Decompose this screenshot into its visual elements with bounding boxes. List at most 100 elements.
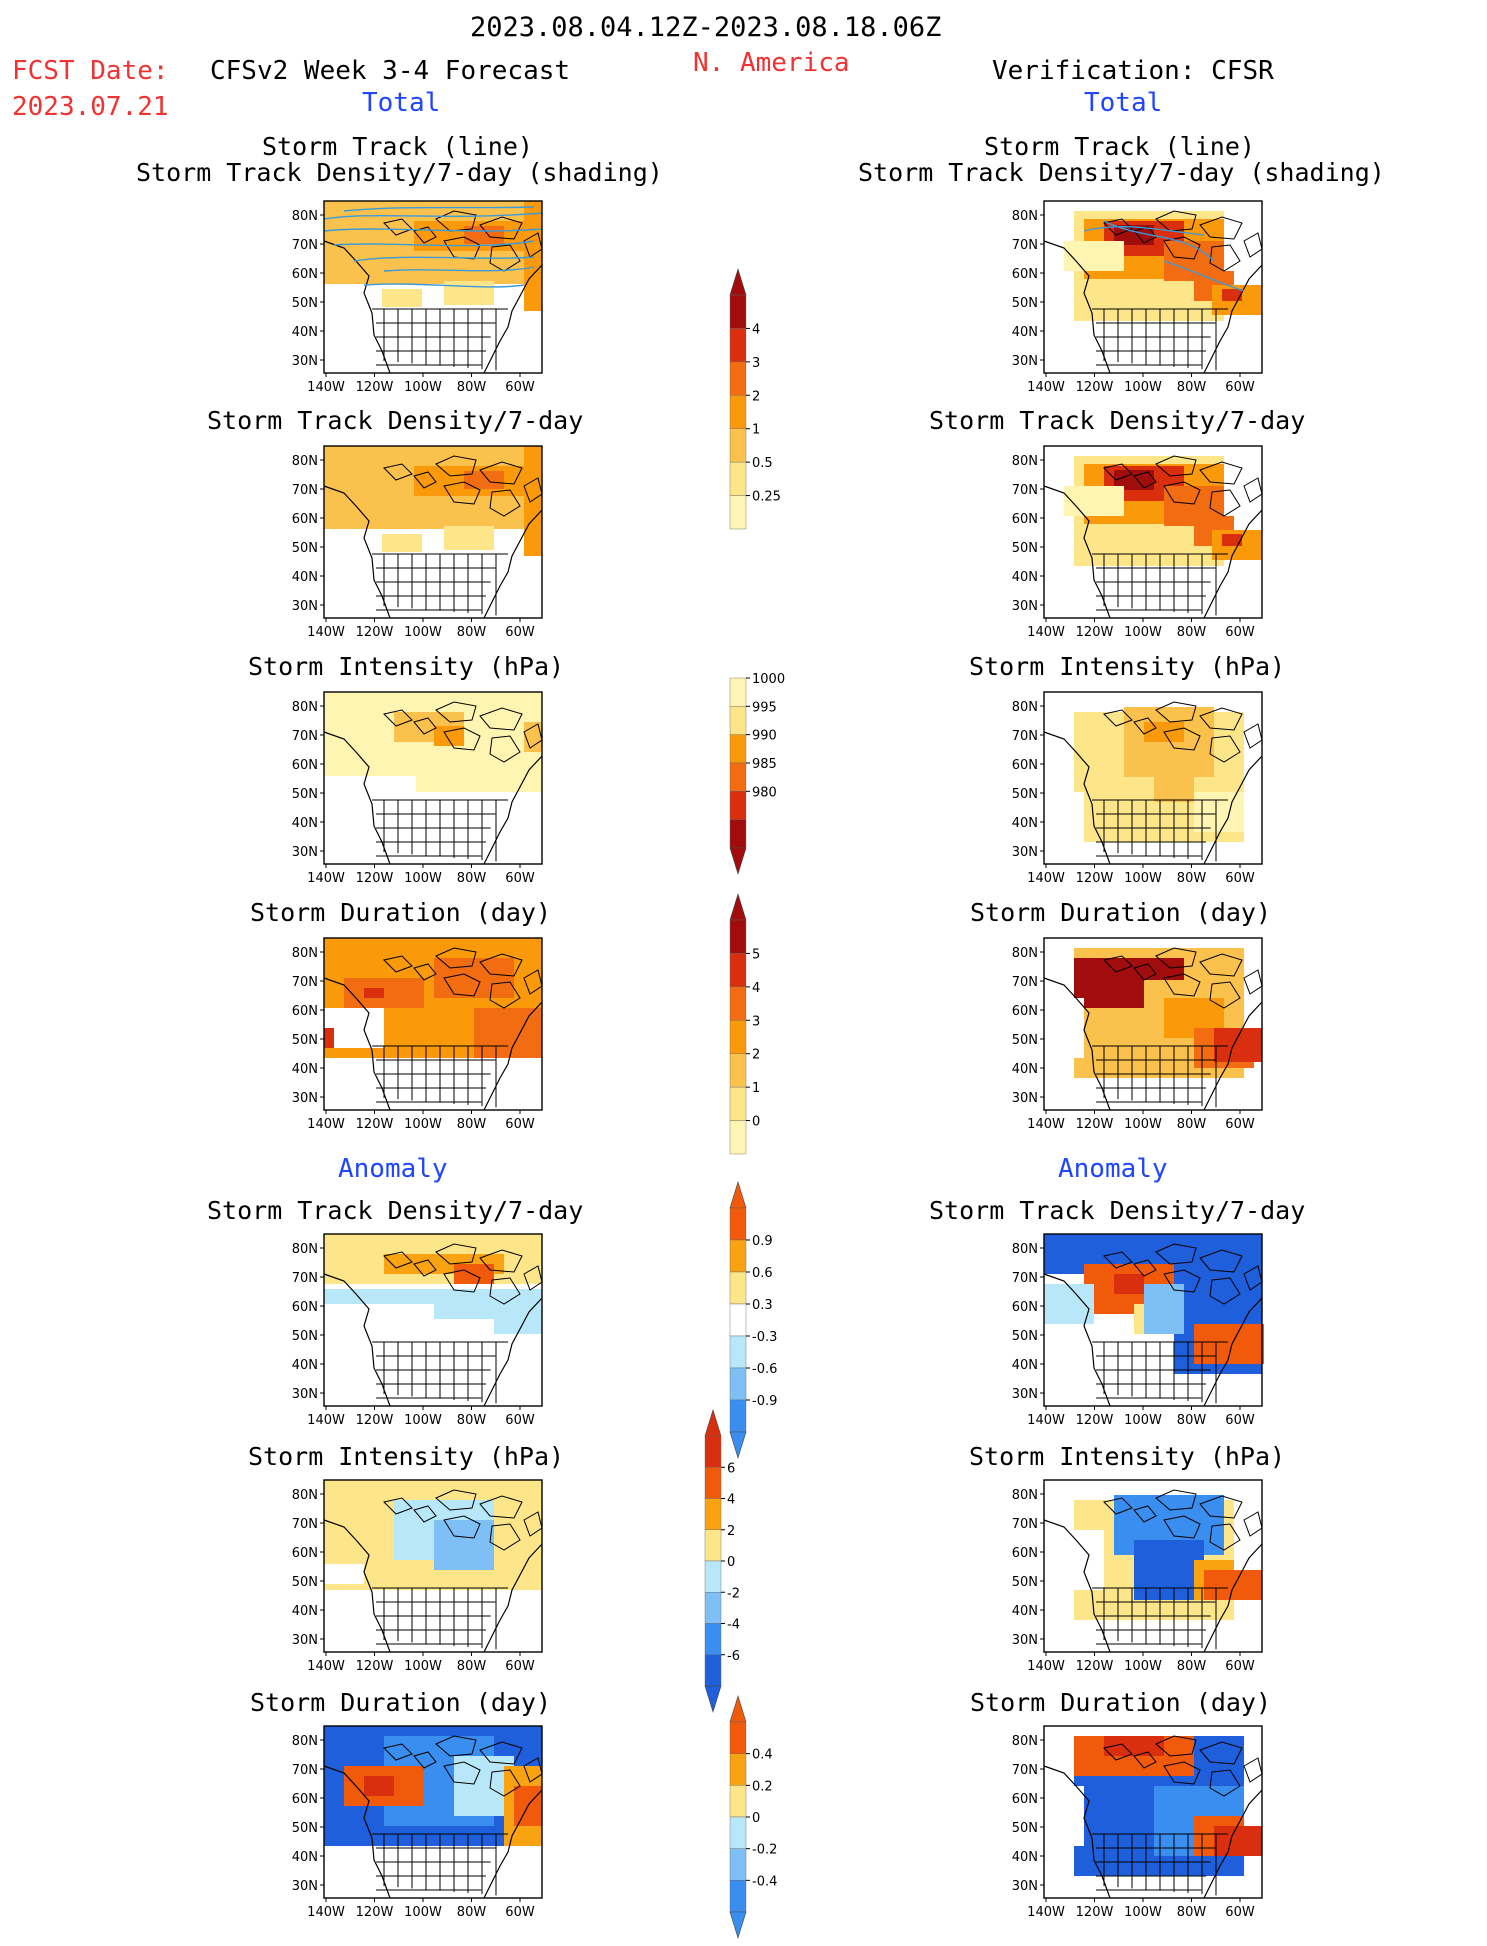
svg-text:140W: 140W <box>1027 1905 1065 1920</box>
svg-text:140W: 140W <box>1027 871 1065 886</box>
svg-text:140W: 140W <box>1027 625 1065 640</box>
svg-text:140W: 140W <box>307 1659 345 1674</box>
svg-text:60W: 60W <box>1225 1117 1255 1132</box>
svg-text:100W: 100W <box>404 1413 442 1428</box>
title-l5: Storm Track Density/7-day <box>207 1196 584 1225</box>
svg-text:40N: 40N <box>292 325 318 340</box>
svg-text:50N: 50N <box>292 296 318 311</box>
svg-text:100W: 100W <box>1124 1413 1162 1428</box>
anomaly-left-label: Anomaly <box>338 1154 448 1184</box>
svg-text:60N: 60N <box>1012 1300 1038 1315</box>
svg-text:0.4: 0.4 <box>752 1748 773 1763</box>
svg-text:70N: 70N <box>292 975 318 990</box>
svg-text:140W: 140W <box>1027 1117 1065 1132</box>
svg-text:60N: 60N <box>292 1004 318 1019</box>
svg-text:70N: 70N <box>1012 975 1038 990</box>
svg-text:100W: 100W <box>404 1905 442 1920</box>
colorbar-density-anomaly: 0.9 0.6 0.3 -0.3 -0.6 -0.9 <box>726 1178 806 1466</box>
svg-text:60W: 60W <box>505 1413 535 1428</box>
svg-text:80W: 80W <box>1177 1117 1207 1132</box>
svg-text:80N: 80N <box>1012 700 1038 715</box>
colorbar-intensity-anomaly: 6 4 2 0 -2 -4 -6 <box>701 1406 781 1720</box>
svg-text:60N: 60N <box>1012 1792 1038 1807</box>
svg-text:60W: 60W <box>1225 871 1255 886</box>
svg-text:4: 4 <box>752 981 760 996</box>
svg-text:40N: 40N <box>1012 1604 1038 1619</box>
svg-text:0.25: 0.25 <box>752 490 781 505</box>
svg-text:80W: 80W <box>457 1413 487 1428</box>
map-fcst-intensity-anomaly: 80N 70N 60N 50N 40N 30N 140W 120W 100W 80W 60W <box>284 1476 562 1676</box>
map-obs-duration: 80N 70N 60N 50N 40N 30N 140W 120W 100W 80W 60W <box>1004 934 1282 1134</box>
svg-text:100W: 100W <box>1124 1905 1162 1920</box>
svg-text:40N: 40N <box>292 1850 318 1865</box>
svg-text:80N: 80N <box>292 209 318 224</box>
svg-text:3: 3 <box>752 356 760 371</box>
colorbar-duration-anomaly: 0.4 0.2 0 -0.2 -0.4 <box>726 1692 806 1946</box>
title-l7: Storm Duration (day) <box>250 1688 552 1717</box>
svg-text:80N: 80N <box>292 1488 318 1503</box>
svg-text:50N: 50N <box>1012 787 1038 802</box>
map-obs-track-density: 80N 70N 60N 50N 40N 30N 140W 120W 100W 80W 60W <box>1004 197 1282 397</box>
svg-text:60N: 60N <box>292 758 318 773</box>
colorbar-density-total: 4 3 2 1 0.5 0.25 <box>726 265 806 563</box>
svg-text:30N: 30N <box>1012 354 1038 369</box>
title-l1a: Storm Track (line) <box>262 132 533 161</box>
svg-text:-0.4: -0.4 <box>752 1874 777 1889</box>
svg-text:985: 985 <box>752 757 777 772</box>
svg-text:30N: 30N <box>1012 1387 1038 1402</box>
svg-text:30N: 30N <box>292 845 318 860</box>
svg-text:80W: 80W <box>1177 380 1207 395</box>
svg-text:40N: 40N <box>292 1604 318 1619</box>
svg-text:50N: 50N <box>292 1033 318 1048</box>
map-obs-intensity-anomaly: 80N 70N 60N 50N 40N 30N 140W 120W 100W 80W 60W <box>1004 1476 1282 1676</box>
period-title: 2023.08.04.12Z-2023.08.18.06Z <box>470 12 942 43</box>
svg-text:-6: -6 <box>727 1649 740 1664</box>
colorbar-duration-total: 5 4 3 2 1 0 <box>726 890 806 1188</box>
svg-text:100W: 100W <box>404 1117 442 1132</box>
svg-text:50N: 50N <box>1012 1033 1038 1048</box>
svg-text:30N: 30N <box>1012 845 1038 860</box>
svg-text:100W: 100W <box>1124 380 1162 395</box>
svg-text:30N: 30N <box>292 1633 318 1648</box>
svg-text:80W: 80W <box>457 1117 487 1132</box>
svg-text:1: 1 <box>752 1081 760 1096</box>
svg-text:60W: 60W <box>505 1117 535 1132</box>
svg-text:60W: 60W <box>505 380 535 395</box>
svg-text:60W: 60W <box>1225 1659 1255 1674</box>
svg-text:80W: 80W <box>457 1659 487 1674</box>
svg-text:30N: 30N <box>1012 1633 1038 1648</box>
svg-text:80N: 80N <box>292 1734 318 1749</box>
svg-text:100W: 100W <box>404 625 442 640</box>
svg-text:100W: 100W <box>1124 625 1162 640</box>
svg-text:80W: 80W <box>1177 1905 1207 1920</box>
svg-text:100W: 100W <box>1124 1659 1162 1674</box>
svg-text:120W: 120W <box>356 625 394 640</box>
svg-text:30N: 30N <box>292 354 318 369</box>
svg-text:1: 1 <box>752 423 760 438</box>
total-right-label: Total <box>1084 88 1163 118</box>
svg-text:70N: 70N <box>1012 1271 1038 1286</box>
svg-text:60W: 60W <box>505 625 535 640</box>
svg-text:30N: 30N <box>292 1091 318 1106</box>
title-l4: Storm Duration (day) <box>250 898 552 927</box>
svg-text:70N: 70N <box>1012 238 1038 253</box>
svg-text:60N: 60N <box>1012 758 1038 773</box>
svg-text:80N: 80N <box>292 1242 318 1257</box>
svg-text:140W: 140W <box>307 625 345 640</box>
svg-text:0: 0 <box>752 1115 760 1130</box>
svg-text:100W: 100W <box>1124 1117 1162 1132</box>
svg-text:80N: 80N <box>292 454 318 469</box>
svg-text:140W: 140W <box>1027 380 1065 395</box>
svg-text:50N: 50N <box>292 1821 318 1836</box>
svg-text:40N: 40N <box>1012 1062 1038 1077</box>
svg-text:40N: 40N <box>292 1358 318 1373</box>
svg-text:60N: 60N <box>1012 1546 1038 1561</box>
map-fcst-density: 80N 70N 60N 50N 40N 30N 140W 120W 100W 80W 60W <box>284 442 562 642</box>
title-r5: Storm Track Density/7-day <box>929 1196 1306 1225</box>
svg-text:40N: 40N <box>1012 816 1038 831</box>
svg-text:30N: 30N <box>292 1879 318 1894</box>
svg-text:3: 3 <box>752 1014 760 1029</box>
svg-text:40N: 40N <box>292 816 318 831</box>
svg-text:0.3: 0.3 <box>752 1298 773 1313</box>
svg-text:0.9: 0.9 <box>752 1234 773 1249</box>
